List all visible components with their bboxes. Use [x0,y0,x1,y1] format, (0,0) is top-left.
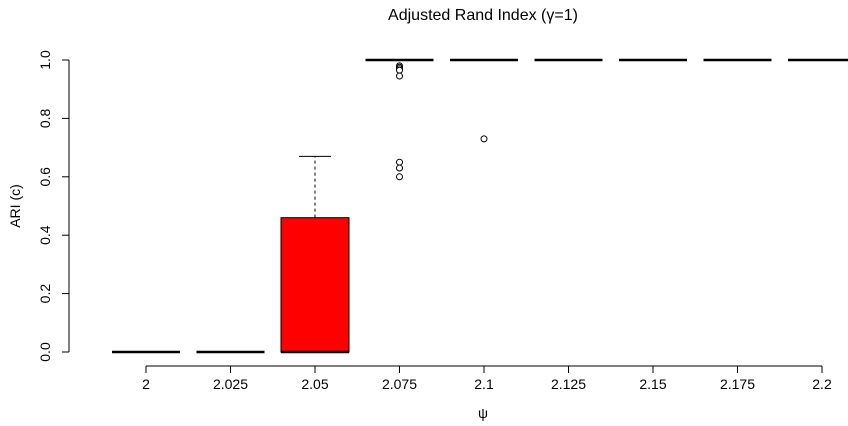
y-tick-label: 0.0 [37,342,53,362]
box-2.1 [450,58,518,143]
x-tick-label: 2.075 [382,376,417,392]
x-axis-label: ψ [478,405,488,421]
chart-title: Adjusted Rand Index (γ=1) [388,7,578,24]
box-series [112,58,848,354]
x-axis: 2 2.025 2.05 2.075 2.1 2.125 2.15 2.175 2.2 [142,365,832,392]
outlier-point [396,72,403,80]
y-tick-label: 0.2 [37,284,53,304]
y-tick-label: 0.6 [37,167,53,187]
x-tick-label: 2.125 [551,376,586,392]
y-tick-label: 0.8 [37,108,53,128]
x-tick-label: 2.15 [639,376,666,392]
x-tick-label: 2.2 [812,376,832,392]
x-ticks: 2 2.025 2.05 2.075 2.1 2.125 2.15 2.175 2.2 [142,366,832,392]
y-tick-label: 1.0 [37,50,53,70]
y-tick-label: 0.4 [37,225,53,245]
outlier-point [396,173,403,181]
x-tick-label: 2.175 [720,376,755,392]
box-2.05 [280,155,350,354]
x-tick-label: 2.1 [474,376,494,392]
outlier-point [396,66,403,74]
box-body [280,217,350,353]
y-axis: 0.0 0.2 0.4 0.6 0.8 1.0 [37,50,70,362]
y-ticks: 0.0 0.2 0.4 0.6 0.8 1.0 [37,50,69,362]
y-axis-label: ARI (c) [7,184,23,228]
outlier-point [396,158,403,166]
x-tick-label: 2.05 [301,376,328,392]
outlier-point [480,135,488,143]
box-2.075 [365,58,434,181]
x-tick-label: 2.025 [213,376,248,392]
outlier-point [396,164,403,172]
x-tick-label: 2 [142,376,150,392]
